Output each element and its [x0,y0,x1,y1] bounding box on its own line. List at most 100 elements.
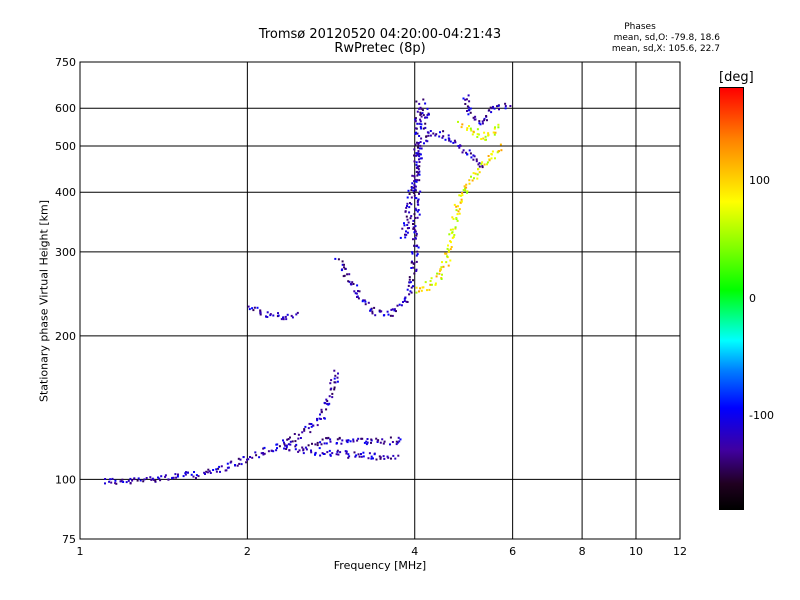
data-point [439,269,441,272]
data-point [449,240,452,243]
data-point [334,374,337,377]
data-point [418,170,421,173]
data-point [399,438,402,441]
data-point [240,463,243,466]
data-point [289,443,292,446]
data-point [418,173,421,176]
data-point [109,478,112,481]
data-point [110,481,113,484]
data-point [466,127,469,130]
data-point [438,135,441,138]
data-point [467,113,470,116]
data-point [480,138,483,140]
data-point [404,233,406,236]
data-point [242,456,245,459]
data-point [409,202,411,204]
data-point [373,306,376,309]
data-point [454,141,457,144]
data-point [410,196,413,199]
data-point [185,471,187,474]
data-point [329,438,332,441]
data-point [416,174,419,177]
data-point [297,450,300,453]
phases-o-stats: mean, sd,O: -79.8, 18.6 [613,33,720,43]
data-point [416,244,419,247]
data-point [226,462,229,465]
data-point [447,134,450,137]
data-point [379,456,382,459]
data-point [283,443,286,446]
data-point [462,97,465,100]
data-point [335,442,338,444]
data-point [447,264,450,267]
data-point [389,443,391,446]
data-point [371,312,374,315]
data-point [310,451,313,454]
data-point [349,440,352,443]
data-point [278,445,281,448]
data-point [424,122,427,125]
data-point [481,165,484,168]
data-point [289,440,292,443]
data-point [336,380,339,383]
data-point [413,185,416,188]
data-point [413,175,416,178]
data-point [219,470,221,473]
data-point [341,439,344,442]
data-point [302,448,305,451]
data-point [331,392,334,395]
data-point [413,272,416,275]
data-point [301,431,304,434]
data-point [160,475,163,478]
data-point [440,268,442,271]
data-point [309,431,312,434]
data-point [236,464,239,467]
data-point [459,201,462,204]
data-point [414,132,417,135]
data-point [301,446,304,449]
data-point [404,210,407,213]
data-point [465,186,468,189]
data-point [387,313,390,316]
data-point [356,284,359,287]
data-point [143,478,146,481]
data-point [416,199,419,202]
data-point [263,446,266,449]
data-point [414,230,417,233]
y-tick-label: 500 [55,140,76,153]
data-point [482,137,485,140]
data-point [420,115,423,118]
data-point [307,427,310,430]
data-point [335,453,338,456]
data-point [374,314,377,317]
data-point [474,115,477,118]
x-tick-label: 6 [509,545,516,558]
data-point [477,163,480,166]
data-point [416,141,418,144]
data-point [417,150,420,153]
data-point [416,210,419,213]
data-point [491,150,494,153]
data-point [504,102,507,105]
data-point [490,107,493,110]
data-point [494,131,497,134]
data-point [282,439,284,442]
data-point [457,120,459,123]
data-point [413,186,415,189]
phase-colorbar [719,87,744,510]
data-point [488,109,491,112]
data-point [473,177,475,180]
data-point [487,133,490,136]
data-point [414,225,417,228]
data-point [492,105,494,108]
data-point [402,301,404,303]
data-point [316,424,319,427]
data-point [285,318,288,321]
data-point [490,157,493,160]
x-tick-label: 10 [629,545,643,558]
data-point [337,258,340,261]
data-point [389,436,392,439]
data-point [449,140,452,143]
data-point [137,477,140,480]
data-point [357,290,359,292]
